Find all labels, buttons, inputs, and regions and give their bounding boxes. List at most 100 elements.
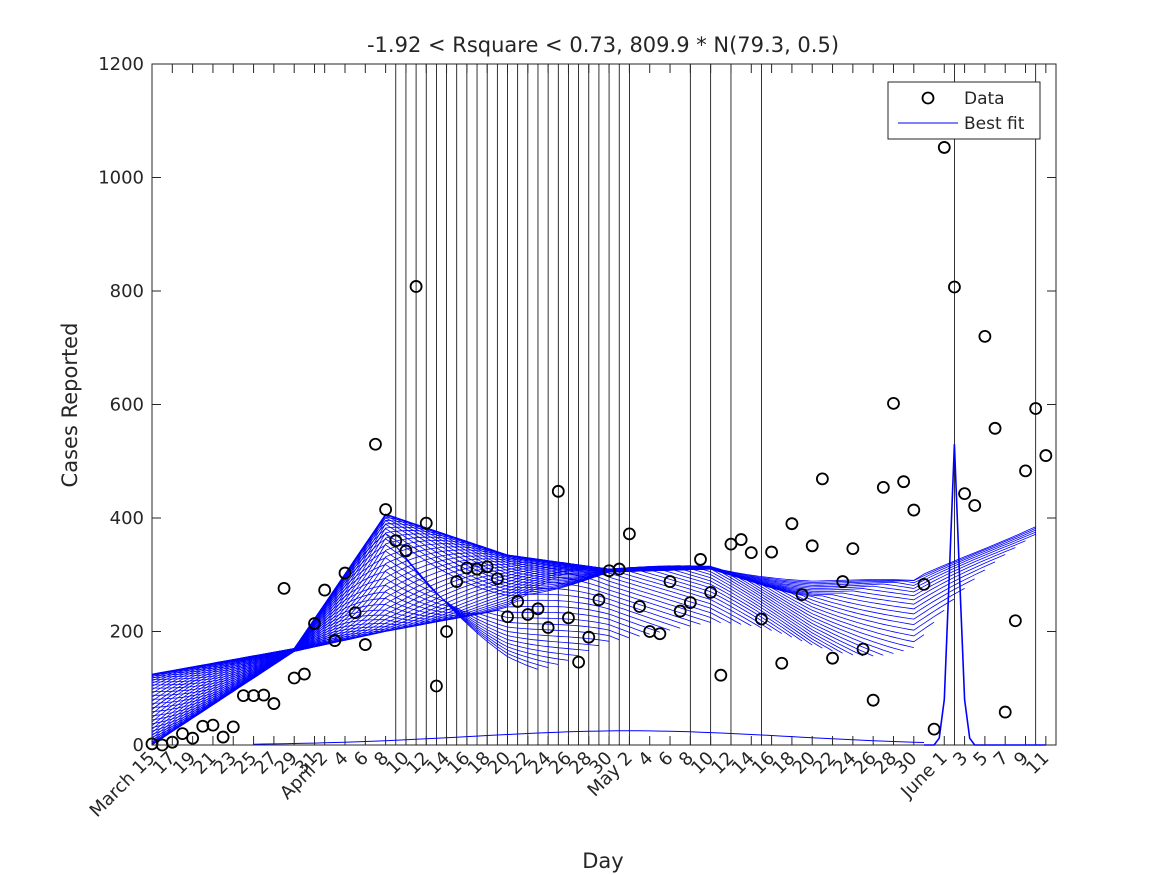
- legend-entry-data: Data: [964, 89, 1005, 109]
- data-point: [907, 503, 921, 517]
- data-point: [876, 480, 890, 494]
- data-point: [805, 539, 819, 553]
- data-point: [826, 651, 839, 665]
- data-point: [419, 516, 433, 530]
- data-point: [389, 534, 403, 548]
- data-point: [176, 727, 189, 741]
- data-point: [338, 566, 352, 580]
- data-point: [663, 575, 677, 588]
- legend: Data Best fit: [887, 81, 1041, 140]
- y-tick-label: 0: [133, 735, 144, 756]
- data-point: [480, 560, 494, 574]
- y-tick-label: 1200: [98, 54, 144, 75]
- data-point: [562, 611, 575, 625]
- data-point: [846, 542, 860, 556]
- data-point: [998, 705, 1012, 719]
- data-point: [795, 588, 809, 602]
- data-point: [917, 577, 931, 591]
- data-point: [369, 437, 382, 451]
- data-point: [328, 634, 342, 647]
- data-point: [897, 475, 911, 489]
- y-tick-label: 200: [110, 622, 144, 643]
- data-point: [267, 697, 281, 710]
- data-point: [612, 562, 626, 576]
- fit-curve: [151, 533, 925, 745]
- data-point: [592, 593, 606, 607]
- data-point: [927, 722, 941, 736]
- data-point: [440, 625, 453, 638]
- data-point: [958, 487, 971, 500]
- fit-curve: [151, 576, 711, 678]
- data-point: [1039, 449, 1053, 462]
- data-point: [633, 600, 646, 613]
- data-point: [866, 693, 880, 707]
- data-point: [501, 610, 514, 624]
- fit-curve: [151, 526, 945, 746]
- data-point: [572, 655, 586, 669]
- legend-entry-bestfit: Best fit: [964, 114, 1025, 134]
- best-fit-line: [924, 444, 1046, 746]
- data-point: [856, 642, 870, 656]
- data-point: [988, 421, 1002, 435]
- axes-box: [151, 63, 1057, 746]
- data-point: [1029, 402, 1043, 415]
- data-point: [765, 545, 778, 559]
- data-point: [348, 606, 362, 620]
- data-point: [785, 517, 799, 531]
- data-point: [379, 503, 393, 516]
- data-point: [521, 608, 535, 621]
- data-point: [399, 544, 413, 558]
- data-point: [1008, 614, 1022, 628]
- data-point: [541, 621, 555, 634]
- legend-data-marker: [921, 91, 935, 105]
- data-point: [531, 602, 545, 616]
- data-point: [815, 472, 829, 486]
- fit-curve: [151, 568, 742, 686]
- data-point: [450, 575, 464, 588]
- data-point: [755, 612, 768, 626]
- data-point: [775, 656, 789, 670]
- fit-curve: [151, 539, 904, 742]
- data-point: [297, 667, 311, 681]
- data-point: [683, 596, 697, 609]
- y-tick-label: 600: [110, 395, 144, 416]
- data-point: [318, 583, 332, 597]
- data-point: [734, 533, 748, 546]
- fit-curve: [151, 599, 671, 675]
- fit-curve: [151, 597, 640, 678]
- y-axis-label: Cases Reported: [58, 323, 82, 488]
- data-point: [887, 396, 900, 410]
- y-tick-label: 1000: [98, 168, 144, 189]
- y-tick-label: 400: [110, 508, 144, 529]
- data-point: [358, 638, 372, 651]
- data-point: [724, 537, 738, 551]
- data-point: [704, 585, 718, 599]
- y-tick-label: 800: [110, 281, 144, 302]
- data-point: [694, 553, 707, 566]
- data-point: [551, 484, 565, 498]
- data-point: [968, 499, 982, 512]
- data-point: [714, 668, 728, 682]
- data-point: [978, 329, 992, 343]
- data-point: [653, 627, 667, 641]
- fit-curve: [151, 584, 620, 682]
- fit-curve: [151, 536, 914, 744]
- data-point: [216, 730, 230, 744]
- chart-title: -1.92 < Rsquare < 0.73, 809.9 * N(79.3, …: [367, 33, 839, 57]
- data-point: [948, 280, 961, 294]
- data-point: [257, 688, 271, 702]
- data-point: [511, 595, 525, 608]
- data-point: [673, 604, 687, 618]
- data-point: [744, 546, 758, 560]
- data-point: [206, 718, 220, 732]
- data-point: [277, 581, 291, 595]
- data-point: [937, 141, 951, 154]
- fit-curve: [151, 526, 1036, 710]
- data-point: [1019, 464, 1032, 478]
- data-point: [308, 617, 321, 630]
- x-axis-label: Day: [582, 849, 623, 873]
- data-point: [622, 527, 636, 541]
- data-point: [409, 280, 423, 293]
